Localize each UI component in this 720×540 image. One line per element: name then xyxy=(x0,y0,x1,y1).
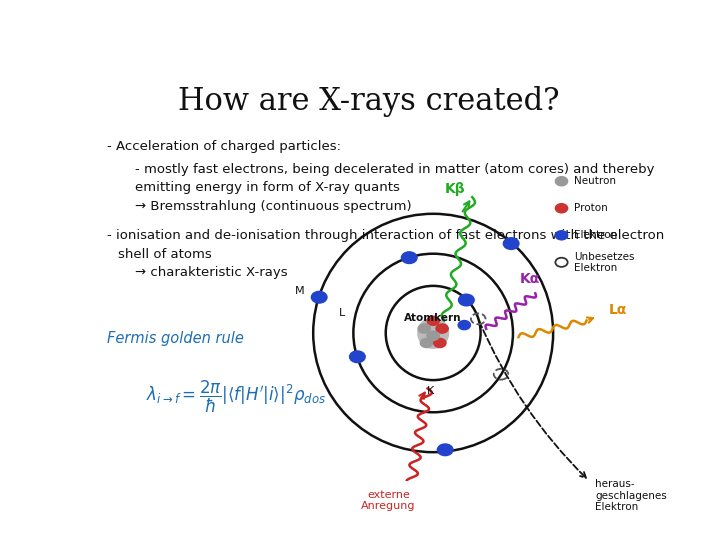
Text: $\lambda_{i\rightarrow f} = \dfrac{2\pi}{\hbar} |\langle f|H'|i\rangle|^2 \rho_{: $\lambda_{i\rightarrow f} = \dfrac{2\pi}… xyxy=(145,379,326,415)
Ellipse shape xyxy=(418,318,449,348)
Text: → Bremsstrahlung (continuous spectrum): → Bremsstrahlung (continuous spectrum) xyxy=(135,200,411,213)
Text: Unbesetzes
Elektron: Unbesetzes Elektron xyxy=(574,252,634,273)
Circle shape xyxy=(582,482,597,494)
Text: shell of atoms: shell of atoms xyxy=(118,248,212,261)
Circle shape xyxy=(555,204,567,213)
Text: Kα: Kα xyxy=(520,272,540,286)
Circle shape xyxy=(402,252,417,264)
Text: Neutron: Neutron xyxy=(574,176,616,186)
Text: L: L xyxy=(338,308,345,318)
Circle shape xyxy=(437,444,453,456)
Text: - ionisation and de-ionisation through interaction of fast electrons with the el: - ionisation and de-ionisation through i… xyxy=(107,229,664,242)
Text: Proton: Proton xyxy=(574,203,608,213)
Circle shape xyxy=(555,177,567,186)
Text: K: K xyxy=(427,386,434,396)
Circle shape xyxy=(418,324,431,333)
Circle shape xyxy=(459,294,474,306)
Text: Kβ: Kβ xyxy=(445,182,466,196)
Text: Lα: Lα xyxy=(609,303,627,318)
Text: How are X-rays created?: How are X-rays created? xyxy=(179,85,559,117)
Circle shape xyxy=(503,238,519,249)
Circle shape xyxy=(433,339,446,348)
Circle shape xyxy=(349,351,365,362)
Circle shape xyxy=(427,331,439,340)
Circle shape xyxy=(436,324,449,333)
Text: externe
Anregung: externe Anregung xyxy=(361,490,415,511)
Text: Atomkern: Atomkern xyxy=(404,313,462,322)
Text: Fermis golden rule: Fermis golden rule xyxy=(107,331,243,346)
Text: - mostly fast electrons, being decelerated in matter (atom cores) and thereby: - mostly fast electrons, being decelerat… xyxy=(135,163,654,176)
Text: → charakteristic X-rays: → charakteristic X-rays xyxy=(135,266,287,280)
Circle shape xyxy=(458,321,470,329)
Text: - Acceleration of charged particles:: - Acceleration of charged particles: xyxy=(107,140,341,153)
Circle shape xyxy=(311,292,327,303)
Text: emitting energy in form of X-ray quants: emitting energy in form of X-ray quants xyxy=(135,181,400,194)
Text: Elektron: Elektron xyxy=(574,230,617,240)
Text: heraus-
geschlagenes
Elektron: heraus- geschlagenes Elektron xyxy=(595,479,667,512)
Text: M: M xyxy=(295,286,305,296)
Circle shape xyxy=(555,231,567,240)
Circle shape xyxy=(427,316,439,326)
Circle shape xyxy=(420,339,433,348)
